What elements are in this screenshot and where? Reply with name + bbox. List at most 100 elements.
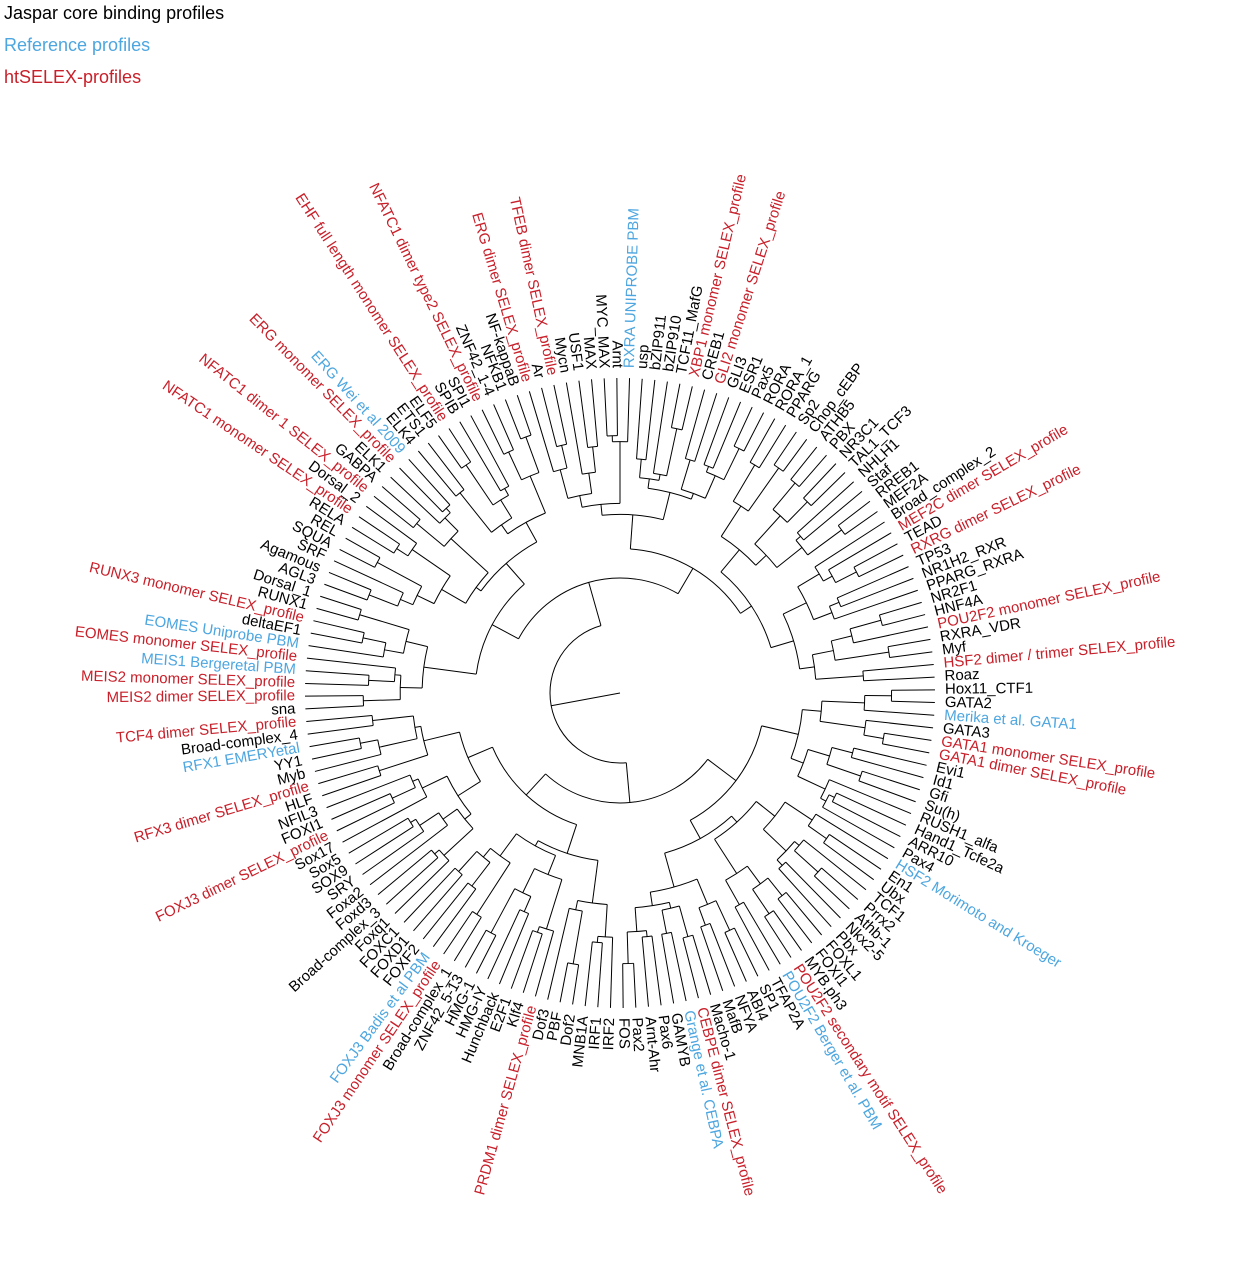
branch <box>637 379 643 459</box>
branch <box>725 932 746 981</box>
branch <box>417 595 434 603</box>
branch <box>526 522 537 542</box>
branch <box>832 748 853 753</box>
branch <box>837 567 908 598</box>
branch <box>859 781 916 802</box>
branch <box>501 525 507 534</box>
leaf-label: HSF2 Morimoto and Kroeger <box>892 856 1064 971</box>
branch <box>724 449 739 480</box>
legend-entry: Reference profiles <box>4 35 150 55</box>
branch <box>721 506 741 536</box>
branch <box>791 758 803 763</box>
branch <box>627 932 628 964</box>
branch <box>446 508 450 512</box>
branch <box>777 860 782 866</box>
branch <box>732 816 737 822</box>
branch <box>706 466 708 472</box>
branch <box>679 906 688 937</box>
branch <box>866 720 933 727</box>
branch <box>499 914 528 984</box>
branch <box>598 943 603 1007</box>
branch <box>663 493 670 520</box>
branch <box>454 917 481 961</box>
branch <box>765 917 791 958</box>
branch <box>535 841 538 846</box>
branch <box>360 740 377 743</box>
branch <box>548 908 570 999</box>
branch <box>438 436 461 469</box>
branch <box>592 379 598 446</box>
branch <box>311 633 362 643</box>
branch <box>864 735 884 738</box>
branch <box>882 744 929 753</box>
branch <box>771 641 794 648</box>
branch <box>653 382 667 474</box>
branch <box>802 710 821 712</box>
branch <box>831 636 852 641</box>
branch <box>377 562 421 586</box>
branch <box>411 819 416 822</box>
branch <box>315 754 381 771</box>
branch <box>756 801 775 816</box>
branch <box>750 419 775 463</box>
branch <box>803 464 835 498</box>
branch <box>650 892 652 906</box>
branch <box>505 400 520 439</box>
branch <box>509 452 522 480</box>
branch <box>373 716 414 721</box>
branch <box>400 599 412 604</box>
branch <box>835 652 889 660</box>
branch <box>567 825 576 854</box>
branch <box>713 402 740 468</box>
branch <box>305 683 368 685</box>
root-branch <box>551 693 620 706</box>
branch <box>546 879 561 928</box>
branch <box>685 390 704 459</box>
branch <box>400 687 422 688</box>
branch <box>814 613 832 620</box>
branch <box>699 908 705 926</box>
branch <box>891 701 934 702</box>
branch <box>854 544 897 567</box>
branch <box>530 476 545 513</box>
branch <box>708 759 736 780</box>
branch <box>740 606 751 613</box>
branch <box>320 596 361 609</box>
branch <box>640 459 642 477</box>
branch <box>566 383 582 475</box>
branch <box>308 725 374 734</box>
branch <box>610 937 612 1008</box>
branch <box>322 775 381 795</box>
branch <box>573 911 582 964</box>
branch <box>626 763 630 803</box>
branch <box>458 781 481 795</box>
branch <box>468 747 493 757</box>
branch <box>816 676 864 679</box>
branch <box>808 750 830 756</box>
branch <box>829 834 881 869</box>
branch <box>853 627 928 643</box>
branch <box>392 788 415 799</box>
branch <box>573 965 579 1005</box>
branch <box>753 889 769 913</box>
branch <box>554 385 567 444</box>
legend-entry: Jaspar core binding profiles <box>4 3 224 23</box>
branch <box>417 524 444 547</box>
branch <box>317 608 359 620</box>
branch <box>829 795 834 798</box>
branch <box>797 482 853 533</box>
branch <box>704 397 729 464</box>
branch <box>659 474 660 480</box>
branch <box>413 875 462 931</box>
branch <box>580 496 582 508</box>
branch <box>472 862 490 886</box>
branch <box>669 902 670 908</box>
branch <box>418 451 456 496</box>
branch <box>786 862 841 918</box>
branch <box>667 429 677 476</box>
branch <box>798 776 825 789</box>
branch <box>890 652 933 658</box>
branch <box>800 667 815 669</box>
branch <box>601 504 602 515</box>
